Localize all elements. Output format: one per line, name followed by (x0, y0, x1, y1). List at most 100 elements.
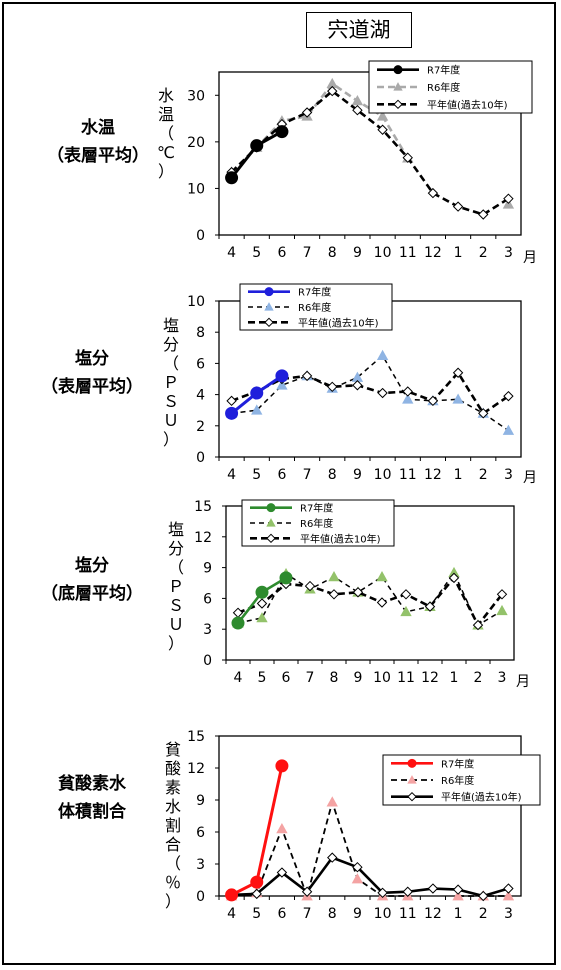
x-tick-label: 1 (454, 906, 463, 922)
ylabel-char: （ (162, 354, 179, 373)
ylabel-char: 塩 (167, 520, 184, 539)
y-tick-label: 6 (196, 356, 205, 372)
x-tick-label: 6 (277, 467, 286, 483)
data-point (376, 597, 388, 608)
data-point (255, 585, 269, 599)
x-tick-label: 9 (353, 467, 362, 483)
x-tick-label: 6 (282, 670, 291, 686)
data-point (351, 95, 364, 106)
series-avg (226, 85, 514, 220)
series-r7 (231, 571, 293, 630)
ylabel-char: 酸 (164, 759, 181, 778)
legend-swatch-marker (264, 302, 274, 311)
x-tick-label: 4 (227, 245, 236, 261)
data-point (478, 408, 489, 419)
x-tick-label: 12 (424, 906, 442, 922)
data-point (256, 612, 268, 623)
data-point (276, 379, 288, 390)
x-tick-label: 5 (258, 670, 267, 686)
data-point (376, 110, 389, 121)
legend-swatch-marker (393, 82, 403, 91)
y-tick-label: 0 (196, 450, 205, 466)
data-point (328, 589, 340, 600)
legend-swatch-marker (264, 287, 274, 297)
data-point (251, 888, 262, 900)
x-unit-label: 月 (523, 250, 537, 266)
x-tick-label: 10 (374, 245, 392, 261)
x-tick-label: 1 (454, 467, 463, 483)
panel-1-label-line-1: 水温 (81, 118, 115, 138)
y-tick-label: 3 (203, 622, 212, 638)
data-point (376, 571, 388, 582)
legend-swatch-marker (393, 65, 403, 75)
y-tick-label: 0 (203, 653, 212, 669)
ylabel-char: ） (157, 162, 174, 181)
data-point (503, 883, 514, 894)
x-tick-label: 1 (450, 670, 459, 686)
x-tick-label: 11 (399, 467, 417, 483)
y-tick-label: 2 (196, 419, 205, 435)
panel-3-label-line-2: （底層平均） (41, 584, 143, 604)
data-point (251, 404, 263, 415)
legend-label: R7年度 (300, 502, 333, 515)
data-point (301, 370, 313, 382)
x-tick-label: 6 (277, 245, 286, 261)
x-tick-label: 11 (399, 245, 417, 261)
panel-3-ylabel: 塩分（Ｐ Ｓ Ｕ） (165, 520, 187, 653)
data-point (503, 390, 514, 402)
series-line (237, 576, 504, 627)
x-tick-label: 5 (252, 467, 261, 483)
y-tick-label: 6 (196, 825, 205, 841)
x-tick-label: 7 (303, 906, 312, 922)
data-point (279, 571, 293, 585)
data-point (276, 822, 288, 834)
data-point (478, 209, 489, 220)
data-point (452, 890, 464, 901)
legend-label: R6年度 (300, 517, 333, 530)
data-point (452, 393, 464, 404)
x-unit-label: 月 (516, 674, 530, 690)
ylabel-char: ） (167, 634, 184, 653)
data-point (327, 852, 338, 863)
data-point (402, 393, 414, 404)
data-point (402, 152, 413, 163)
ylabel-char: Ｓ (162, 392, 179, 411)
x-tick-label: 11 (399, 906, 417, 922)
legend-label: 平年値(過去10年) (427, 98, 508, 111)
legend-swatch-marker (393, 99, 403, 110)
panel-2-ylabel: 塩分（Ｐ Ｓ Ｕ） (160, 316, 182, 449)
data-point (496, 589, 508, 600)
data-point (427, 883, 439, 894)
x-tick-label: 3 (504, 467, 513, 483)
legend-label: 平年値(過去10年) (298, 316, 379, 329)
legend-label: R7年度 (441, 757, 474, 770)
ylabel-char: 貧 (164, 740, 181, 759)
data-point (502, 424, 515, 435)
legend-swatch-marker (407, 758, 417, 768)
lake-title: 宍道湖 (306, 12, 412, 48)
ylabel-char: Ｐ (162, 373, 179, 392)
x-tick-label: 10 (374, 906, 392, 922)
x-tick-label: 2 (479, 467, 488, 483)
y-tick-label: 10 (187, 181, 205, 197)
legend-swatch-marker (407, 775, 417, 784)
data-point (352, 861, 363, 873)
data-point (352, 587, 364, 598)
data-point (448, 572, 460, 584)
series-avg (226, 852, 514, 902)
panel-1-label: 水温 （表層平均） (18, 114, 178, 170)
ylabel-char: 分 (167, 539, 184, 558)
data-point (427, 395, 439, 407)
panel-4-label: 貧酸素水 体積割合 (12, 770, 172, 826)
panel-2-label-line-1: 塩分 (75, 349, 109, 369)
data-point (328, 571, 340, 582)
ylabel-char: ） (164, 892, 181, 911)
legend-label: R6年度 (427, 81, 460, 94)
data-point (326, 796, 338, 807)
x-tick-label: 10 (373, 670, 391, 686)
x-tick-label: 12 (424, 245, 442, 261)
